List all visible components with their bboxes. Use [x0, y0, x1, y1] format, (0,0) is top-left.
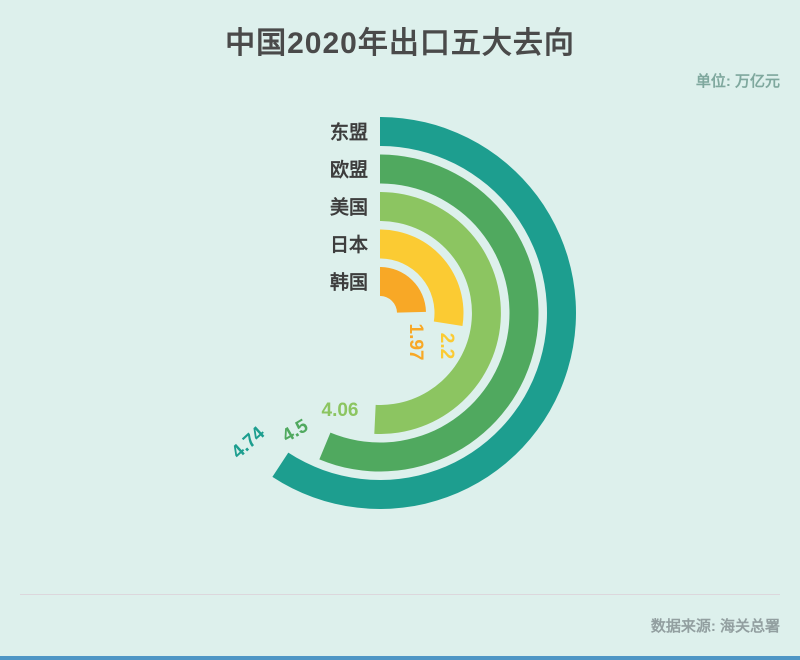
category-label-usa: 美国	[330, 196, 368, 219]
category-label-asean: 东盟	[330, 121, 368, 144]
footer-divider	[20, 594, 780, 595]
ring-arc-usa	[374, 192, 501, 435]
value-label-korea: 1.97	[405, 324, 426, 361]
ring-arc-korea	[380, 267, 426, 313]
value-label-asean: 4.74	[228, 422, 270, 463]
value-label-usa: 4.06	[322, 400, 359, 421]
category-label-eu: 欧盟	[330, 158, 368, 181]
ring-arc-asean	[272, 117, 576, 510]
category-label-japan: 日本	[330, 233, 368, 256]
value-label-japan: 2.2	[436, 333, 457, 359]
ring-arc-eu	[319, 154, 539, 472]
unit-label: 单位: 万亿元	[695, 73, 780, 90]
page-title: 中国2020年出口五大去向	[225, 27, 575, 60]
category-label-korea: 韩国	[330, 271, 368, 294]
data-source-label: 数据来源: 海关总署	[650, 618, 780, 635]
bottom-accent-bar	[0, 656, 800, 660]
value-label-eu: 4.5	[279, 415, 313, 447]
ring-arc-japan	[380, 229, 464, 327]
